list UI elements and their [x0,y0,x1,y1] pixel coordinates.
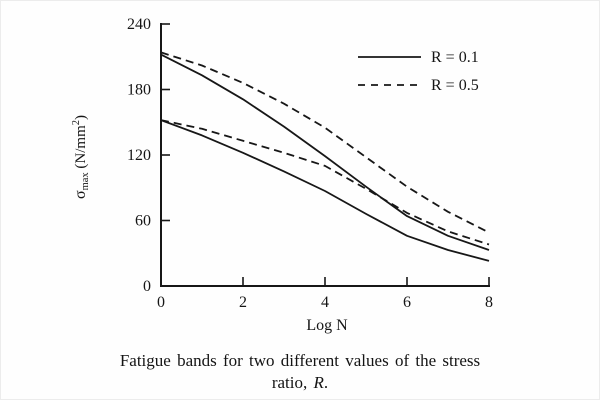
x-tick-label: 4 [321,294,329,311]
x-axis-label: Log N [306,317,348,334]
caption-ratio-symbol: R [313,373,324,393]
curve-dashed-3 [160,119,490,246]
caption-line2-suffix: . [323,373,329,393]
caption-line-2: ratio, R. [1,372,599,394]
y-tick-label: 120 [127,147,151,164]
y-tick-label: 180 [127,82,151,99]
y-axis-label: σmax (N/mm2) [71,115,91,199]
legend-label-r01: R = 0.1 [431,49,479,66]
caption-line2-prefix: ratio, [271,373,314,393]
x-ticks-group: 0 2 4 6 8 [157,277,493,311]
y-axis-label-units: (N/mm [73,125,89,172]
curve-solid-2 [160,119,490,262]
y-axis-label-superscript: 2 [71,120,82,125]
curve-dashed-1 [160,51,490,234]
x-tick-label: 8 [485,294,493,311]
x-tick-label: 2 [239,294,247,311]
y-axis-label-close-paren: ) [73,115,89,120]
y-tick-label: 240 [127,16,151,33]
y-ticks-group: 0 60 120 180 240 [127,16,170,295]
y-tick-label: 0 [143,278,151,295]
legend-label-r05: R = 0.5 [431,77,479,94]
x-tick-label: 6 [403,294,411,311]
caption-line-1: Fatigue bands for two different values o… [119,351,481,370]
x-tick-label: 0 [157,294,165,311]
y-axis-label-subscript: max [80,172,91,191]
legend: R = 0.1 R = 0.5 [358,49,479,94]
figure-caption: Fatigue bands for two different values o… [1,350,599,394]
curves-group [160,51,490,262]
curve-solid-0 [160,53,490,251]
y-tick-label: 60 [135,213,151,230]
y-axis-label-sigma: σ [72,190,89,199]
